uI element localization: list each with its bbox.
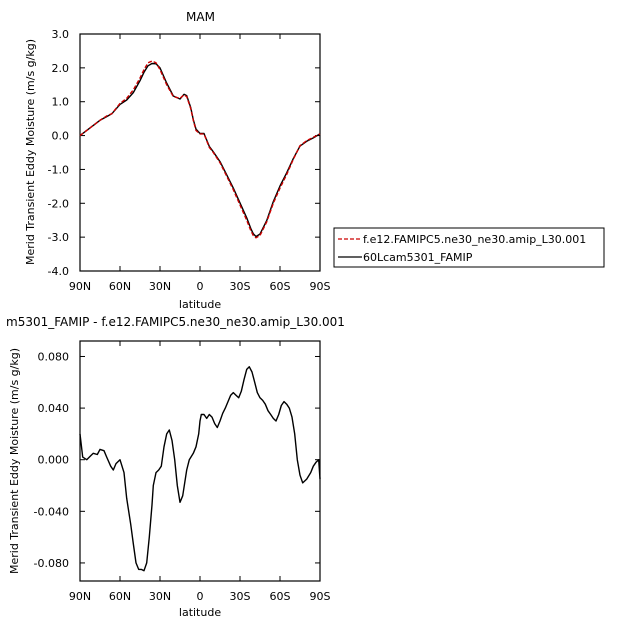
x-tick-label: 30N	[149, 590, 171, 603]
y-tick-label: 0.0	[52, 130, 70, 143]
y-tick-label: 3.0	[52, 28, 70, 41]
x-tick-label: 60S	[270, 590, 291, 603]
top-plot-frame	[79, 33, 321, 272]
bottom-panel: m5301_FAMIP - f.e12.FAMIPC5.ne30_ne30.am…	[6, 315, 345, 619]
series-line-1	[79, 366, 321, 572]
y-tick-label: 1.0	[52, 96, 70, 109]
x-tick-label: 0	[197, 280, 204, 293]
x-tick-label: 0	[197, 590, 204, 603]
top-y-axis-label: Merid Transient Eddy Moisture (m/s g/kg)	[24, 39, 37, 265]
x-tick-label: 60N	[109, 280, 131, 293]
x-tick-label: 60N	[109, 590, 131, 603]
y-tick-label: -3.0	[48, 231, 69, 244]
y-tick-label: 0.000	[38, 454, 70, 467]
legend-label-control: f.e12.FAMIPC5.ne30_ne30.amip_L30.001	[363, 233, 586, 246]
bottom-plot-frame	[79, 340, 321, 582]
legend-box	[333, 227, 605, 268]
series-line-2	[79, 60, 321, 239]
bottom-panel-title: m5301_FAMIP - f.e12.FAMIPC5.ne30_ne30.am…	[6, 315, 345, 329]
legend-label-test: 60Lcam5301_FAMIP	[363, 251, 473, 264]
x-tick-label: 30N	[149, 280, 171, 293]
series-line-1	[79, 62, 321, 238]
y-tick-label: 0.080	[38, 350, 70, 363]
y-tick-label: -2.0	[48, 197, 69, 210]
x-tick-label: 90S	[310, 590, 331, 603]
x-tick-label: 60S	[270, 280, 291, 293]
y-tick-label: 0.040	[38, 402, 70, 415]
x-tick-label: 90S	[310, 280, 331, 293]
bottom-x-axis-label: latitude	[179, 606, 221, 619]
y-tick-label: -4.0	[48, 265, 69, 278]
top-panel: MAM 90N 60N 30N 0 30S 60S 90S 3.0 2.0 1.0 0.0 -1.0 -…	[24, 10, 331, 311]
y-tick-label: -0.040	[34, 505, 69, 518]
x-tick-label: 90N	[69, 590, 91, 603]
y-tick-label: -0.080	[34, 557, 69, 570]
x-tick-label: 30S	[230, 590, 251, 603]
bottom-y-axis-label: Merid Transient Eddy Moisture (m/s g/kg)	[8, 348, 21, 574]
figure-title: MAM	[186, 10, 215, 24]
y-tick-label: 2.0	[52, 62, 70, 75]
y-tick-label: -1.0	[48, 163, 69, 176]
top-x-axis-label: latitude	[179, 298, 221, 311]
legend: f.e12.FAMIPC5.ne30_ne30.amip_L30.001 60L…	[333, 227, 605, 268]
x-tick-label: 90N	[69, 280, 91, 293]
x-tick-label: 30S	[230, 280, 251, 293]
